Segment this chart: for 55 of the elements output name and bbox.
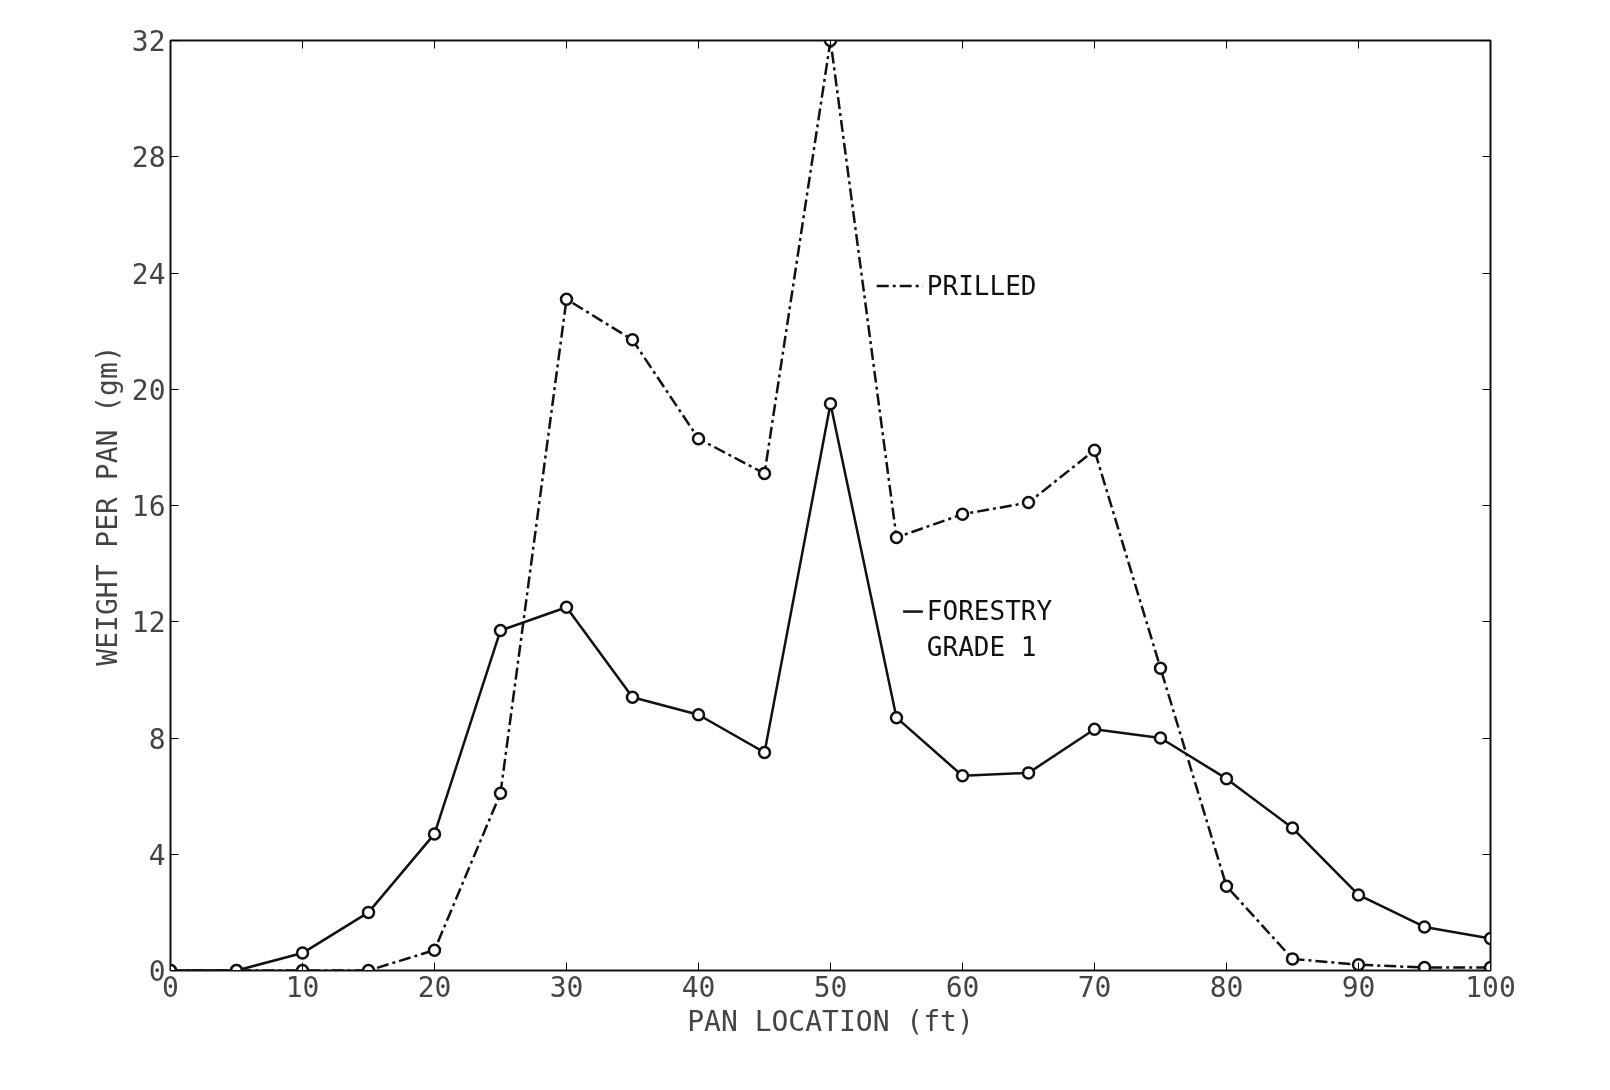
point [1351, 957, 1366, 971]
x-tick-label: 50 [813, 970, 848, 1004]
y-tick-label: 8 [148, 722, 166, 756]
y-tick-label: 20 [131, 373, 166, 407]
y-tick-label: 32 [131, 25, 166, 58]
y-axis-title: WEIGHT PER PAN (gm) [90, 345, 124, 666]
x-tick-label: 80 [1209, 970, 1244, 1004]
point [559, 600, 574, 614]
point [1087, 722, 1102, 737]
point [295, 946, 310, 960]
point [691, 708, 706, 722]
point [1087, 443, 1102, 458]
point [823, 397, 838, 411]
y-tick-label: 16 [131, 490, 166, 523]
x-tick-label: 30 [549, 970, 584, 1004]
x-tick-label: 60 [945, 970, 980, 1004]
point [625, 690, 640, 705]
point [1351, 888, 1366, 902]
point [1285, 952, 1300, 966]
point [1021, 495, 1036, 510]
point [559, 292, 574, 306]
x-tick-label: 70 [1077, 970, 1112, 1004]
point [427, 943, 442, 957]
y-tick-label: 24 [131, 257, 166, 291]
point [889, 710, 904, 725]
point [1417, 920, 1432, 934]
y-tick-label: 4 [148, 838, 166, 872]
point [493, 623, 508, 638]
point [1153, 661, 1168, 675]
x-tick-label: 20 [417, 970, 452, 1004]
point [955, 769, 970, 783]
point [1219, 771, 1234, 786]
x-tick-label: 100 [1465, 970, 1516, 1004]
legend-label: FORESTRY GRADE 1 [926, 595, 1053, 662]
x-tick-label: 40 [681, 970, 716, 1004]
point [1153, 731, 1168, 745]
point [757, 466, 772, 481]
point [427, 827, 442, 841]
point [889, 530, 904, 545]
x-axis-title: PAN LOCATION (ft) [687, 1004, 974, 1038]
point [757, 745, 772, 760]
y-tick-label: 28 [131, 141, 166, 175]
point [691, 431, 706, 446]
y-tick-label: 12 [131, 606, 166, 640]
point [955, 507, 970, 521]
x-tick-label: 10 [285, 970, 320, 1004]
x-tick-label: 90 [1341, 970, 1376, 1004]
point [493, 786, 508, 800]
legend-label: PRILLED [926, 271, 1037, 302]
point [1219, 879, 1234, 893]
point [361, 905, 376, 920]
point [1285, 821, 1300, 835]
point [1417, 960, 1432, 971]
point [1021, 766, 1036, 780]
point [625, 333, 640, 347]
